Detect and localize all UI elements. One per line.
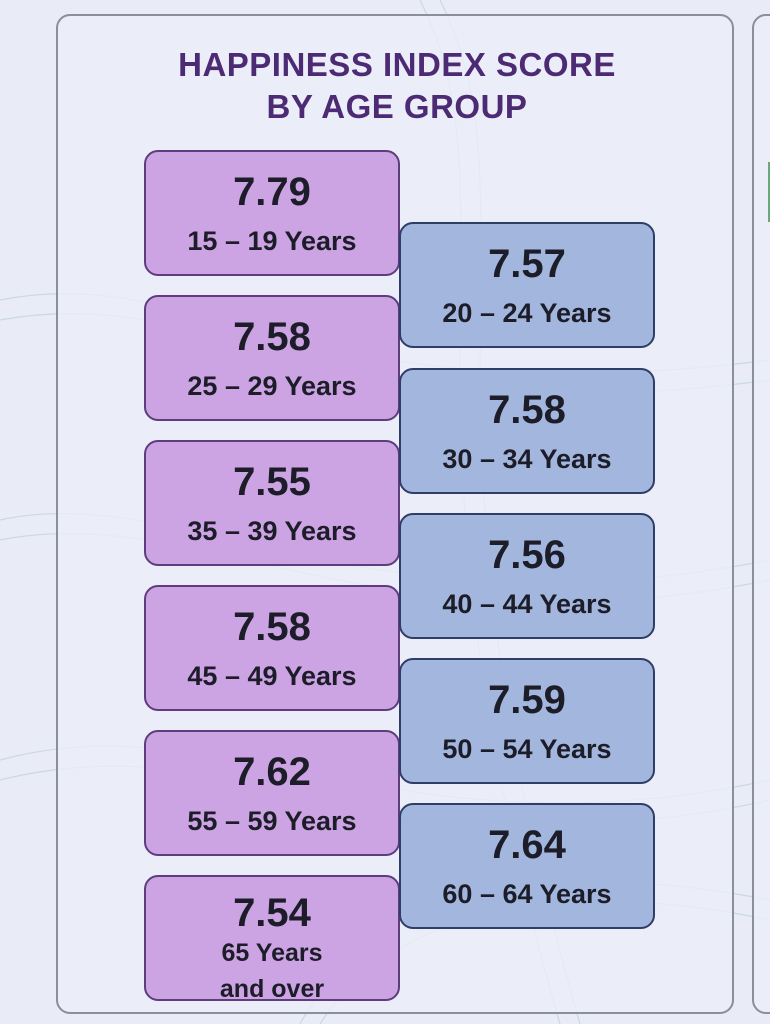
score-value: 7.57 — [488, 242, 566, 286]
age-group-label-line-1: 65 Years — [221, 939, 323, 967]
panel-title: HAPPINESS INDEX SCORE BY AGE GROUP — [58, 44, 736, 128]
score-value: 7.58 — [233, 315, 311, 359]
age-group-label-line-2: and over — [219, 975, 325, 1003]
score-value: 7.58 — [488, 388, 566, 432]
card-30-34: 7.58 30 – 34 Years — [399, 368, 655, 494]
adjacent-panel-accent — [768, 162, 770, 222]
card-65-and-over: 7.54 65 Years and over — [144, 875, 400, 1003]
card-45-49: 7.58 45 – 49 Years — [144, 585, 400, 711]
card-50-54: 7.59 50 – 54 Years — [399, 658, 655, 784]
card-35-39: 7.55 35 – 39 Years — [144, 440, 400, 566]
card-15-19: 7.79 15 – 19 Years — [144, 150, 400, 276]
card-25-29: 7.58 25 – 29 Years — [144, 295, 400, 421]
score-value: 7.59 — [488, 678, 566, 722]
card-20-24: 7.57 20 – 24 Years — [399, 222, 655, 348]
adjacent-panel — [752, 14, 770, 1014]
card-60-64: 7.64 60 – 64 Years — [399, 803, 655, 929]
age-group-label: 25 – 29 Years — [187, 371, 357, 401]
age-group-label: 30 – 34 Years — [442, 444, 612, 474]
title-line-2: BY AGE GROUP — [266, 88, 528, 125]
score-value: 7.64 — [488, 823, 566, 867]
score-value: 7.79 — [233, 170, 311, 214]
happiness-index-panel: HAPPINESS INDEX SCORE BY AGE GROUP 7.79 … — [56, 14, 734, 1014]
age-group-label: 40 – 44 Years — [442, 589, 612, 619]
score-value: 7.54 — [233, 891, 311, 935]
score-value: 7.62 — [233, 750, 311, 794]
age-group-label: 55 – 59 Years — [187, 806, 357, 836]
age-group-label: 60 – 64 Years — [442, 879, 612, 909]
age-group-label: 50 – 54 Years — [442, 734, 612, 764]
age-group-label: 15 – 19 Years — [187, 226, 357, 256]
card-40-44: 7.56 40 – 44 Years — [399, 513, 655, 639]
age-group-label: 35 – 39 Years — [187, 516, 357, 546]
card-55-59: 7.62 55 – 59 Years — [144, 730, 400, 856]
age-group-label: 20 – 24 Years — [442, 298, 612, 328]
score-value: 7.55 — [233, 460, 311, 504]
age-group-label: 45 – 49 Years — [187, 661, 357, 691]
title-line-1: HAPPINESS INDEX SCORE — [178, 46, 616, 83]
score-value: 7.58 — [233, 605, 311, 649]
score-value: 7.56 — [488, 533, 566, 577]
